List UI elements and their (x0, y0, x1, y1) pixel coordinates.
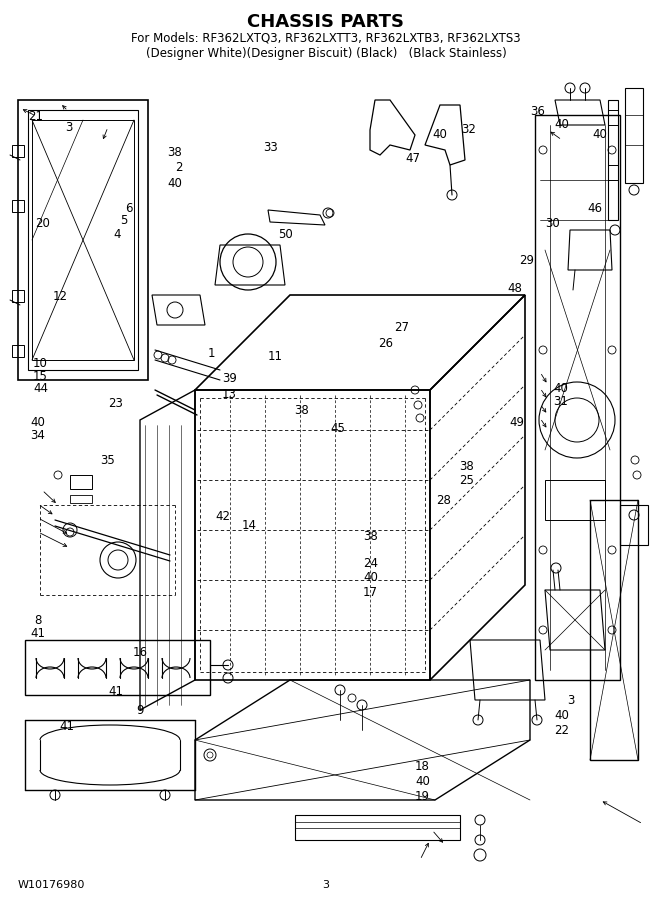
Text: 40: 40 (554, 382, 568, 395)
Text: (Designer White)(Designer Biscuit) (Black)   (Black Stainless): (Designer White)(Designer Biscuit) (Blac… (145, 47, 507, 59)
Bar (608, 165, 618, 180)
Bar (620, 505, 648, 545)
Text: For Models: RF362LXTQ3, RF362LXTT3, RF362LXTB3, RF362LXTS3: For Models: RF362LXTQ3, RF362LXTT3, RF36… (131, 32, 521, 44)
Text: W10176980: W10176980 (18, 880, 85, 890)
Text: 30: 30 (546, 217, 560, 230)
Text: 40: 40 (168, 177, 182, 190)
Bar (70, 475, 92, 489)
Text: 29: 29 (519, 255, 535, 267)
Text: 14: 14 (241, 519, 257, 532)
Text: 41: 41 (59, 720, 74, 733)
Bar (25, 640, 210, 695)
Text: 8: 8 (34, 615, 42, 627)
Text: 10: 10 (33, 357, 48, 370)
Text: 23: 23 (109, 397, 123, 410)
Text: 11: 11 (267, 350, 283, 363)
Text: 15: 15 (33, 370, 48, 382)
Text: 36: 36 (530, 105, 544, 118)
Text: 1: 1 (208, 347, 216, 360)
Text: 17: 17 (363, 586, 378, 598)
Text: 40: 40 (432, 129, 447, 141)
Text: 45: 45 (331, 422, 345, 435)
Text: 16: 16 (132, 646, 148, 659)
Bar (545, 480, 605, 520)
Text: 40: 40 (31, 417, 45, 429)
Text: 18: 18 (415, 760, 430, 773)
Text: 3: 3 (323, 880, 329, 890)
Bar (70, 495, 92, 503)
Bar (12, 200, 24, 212)
Text: CHASSIS PARTS: CHASSIS PARTS (248, 13, 404, 31)
Text: 46: 46 (587, 202, 602, 215)
Text: 12: 12 (53, 290, 68, 302)
Text: 40: 40 (555, 709, 569, 722)
Text: 21: 21 (28, 111, 44, 123)
Bar (295, 815, 460, 840)
Text: 47: 47 (406, 152, 421, 165)
Text: 38: 38 (294, 404, 308, 417)
Text: 32: 32 (461, 123, 475, 136)
Text: 19: 19 (415, 790, 430, 803)
Text: 38: 38 (460, 460, 474, 473)
Text: 40: 40 (363, 572, 378, 584)
Text: 39: 39 (222, 372, 237, 384)
Text: 50: 50 (278, 228, 293, 240)
Text: 3: 3 (65, 122, 72, 134)
Text: 6: 6 (125, 202, 133, 215)
Text: 48: 48 (508, 282, 522, 294)
Bar (12, 345, 24, 357)
Text: 3: 3 (567, 694, 575, 706)
Text: 25: 25 (460, 474, 474, 487)
Text: 2: 2 (175, 161, 183, 174)
Bar (608, 110, 618, 125)
Text: 41: 41 (108, 685, 124, 698)
Text: 26: 26 (378, 338, 394, 350)
Text: 13: 13 (222, 388, 237, 400)
Bar (12, 290, 24, 302)
Text: 20: 20 (35, 217, 50, 230)
Text: 35: 35 (100, 454, 115, 467)
Text: 42: 42 (215, 510, 231, 523)
Text: 40: 40 (415, 775, 430, 788)
Text: 38: 38 (168, 147, 182, 159)
Text: 9: 9 (136, 705, 144, 717)
Text: 38: 38 (363, 530, 378, 543)
Bar (12, 145, 24, 157)
Text: 28: 28 (436, 494, 451, 507)
Text: 27: 27 (394, 321, 409, 334)
Text: 5: 5 (120, 214, 128, 227)
Text: 40: 40 (593, 129, 607, 141)
Text: 41: 41 (30, 627, 46, 640)
Text: 4: 4 (113, 228, 121, 240)
Text: 33: 33 (263, 141, 278, 154)
Text: 40: 40 (555, 118, 569, 130)
Text: 49: 49 (509, 417, 524, 429)
Bar (625, 88, 643, 183)
Text: 44: 44 (33, 382, 48, 395)
Text: 22: 22 (554, 724, 570, 737)
Text: 24: 24 (363, 557, 378, 570)
Text: 31: 31 (554, 395, 568, 408)
Text: 34: 34 (31, 429, 45, 442)
